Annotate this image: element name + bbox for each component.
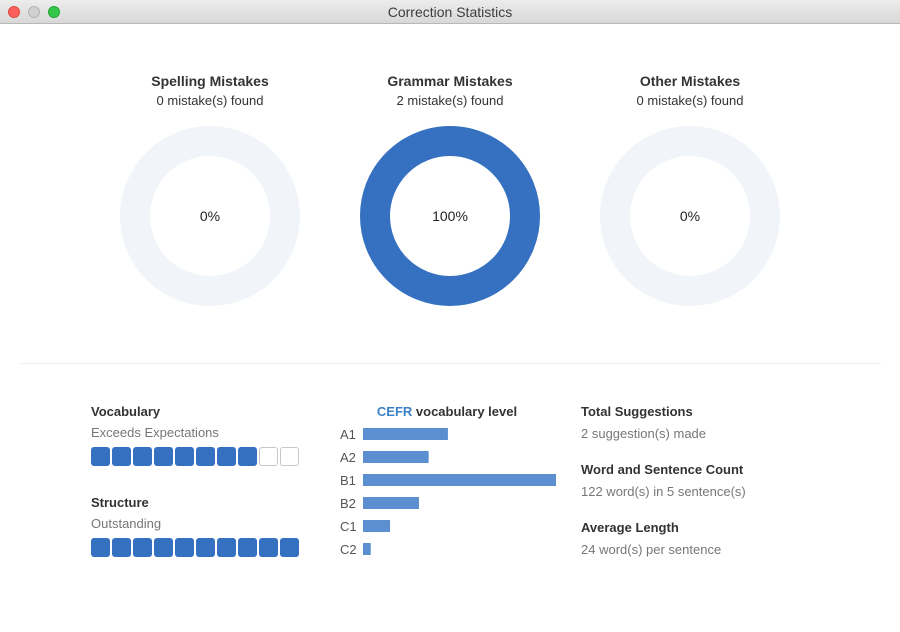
cefr-level-label: C1 bbox=[340, 519, 357, 534]
grammar-mistakes-donut: 100% bbox=[360, 126, 540, 306]
grammar-mistakes-count: 2 mistake(s) found bbox=[396, 93, 504, 108]
rating-box bbox=[217, 538, 236, 557]
cefr-chart-title: CEFR vocabulary level bbox=[335, 404, 559, 419]
rating-box bbox=[280, 538, 299, 557]
close-window-button[interactable] bbox=[8, 6, 20, 18]
other-mistakes-title: Other Mistakes bbox=[639, 73, 741, 89]
spelling-mistakes-donut: 0% bbox=[120, 126, 300, 306]
other-mistakes-count: 0 mistake(s) found bbox=[636, 93, 744, 108]
rating-box bbox=[175, 538, 194, 557]
donut-track bbox=[120, 126, 300, 306]
cefr-level-label: C2 bbox=[340, 542, 357, 557]
total-suggestions-title: Total Suggestions bbox=[581, 404, 693, 419]
rating-box bbox=[133, 538, 152, 557]
rating-box bbox=[175, 447, 194, 466]
vocabulary-value: Exceeds Expectations bbox=[91, 425, 219, 440]
spelling-mistakes-panel: Spelling Mistakes 0 mistake(s) found 0% bbox=[110, 72, 310, 306]
rating-box bbox=[196, 447, 215, 466]
average-length-stat: Average Length 24 word(s) per sentence bbox=[581, 520, 881, 558]
vocabulary-title: Vocabulary bbox=[91, 404, 161, 419]
cefr-bar bbox=[363, 451, 429, 463]
cefr-title-accent: CEFR bbox=[376, 404, 413, 419]
cefr-bar bbox=[363, 520, 391, 532]
average-length-title: Average Length bbox=[581, 520, 679, 535]
rating-box bbox=[154, 447, 173, 466]
rating-box bbox=[238, 538, 257, 557]
cefr-title-rest: vocabulary level bbox=[412, 404, 518, 419]
rating-box bbox=[259, 447, 278, 466]
cefr-bar bbox=[363, 497, 419, 509]
cefr-bar bbox=[363, 543, 371, 555]
structure-title: Structure bbox=[91, 495, 149, 510]
other-mistakes-panel: Other Mistakes 0 mistake(s) found 0% bbox=[590, 72, 790, 306]
structure-rating-boxes bbox=[91, 538, 306, 557]
cefr-bars-svg: A1 A2 B1 B2 C1 C2 bbox=[340, 427, 556, 557]
spelling-mistakes-count: 0 mistake(s) found bbox=[156, 93, 264, 108]
rating-box bbox=[196, 538, 215, 557]
cefr-level-label: B2 bbox=[340, 496, 356, 511]
cefr-chart: CEFR vocabulary level A1 A2 B1 B2 C1 C2 bbox=[335, 404, 565, 564]
cefr-bar bbox=[363, 428, 448, 440]
rating-box bbox=[259, 538, 278, 557]
grammar-mistakes-panel: Grammar Mistakes 2 mistake(s) found 100% bbox=[350, 72, 550, 306]
word-sentence-count-title: Word and Sentence Count bbox=[581, 462, 744, 477]
cefr-level-label: A2 bbox=[340, 450, 356, 465]
rating-box bbox=[280, 447, 299, 466]
rating-box bbox=[91, 538, 110, 557]
structure-value: Outstanding bbox=[91, 516, 162, 531]
spelling-mistakes-percent: 0% bbox=[199, 208, 221, 224]
cefr-level-label: A1 bbox=[340, 427, 356, 442]
rating-box bbox=[133, 447, 152, 466]
grammar-mistakes-percent: 100% bbox=[432, 208, 468, 224]
cefr-level-label: B1 bbox=[340, 473, 356, 488]
other-mistakes-donut: 0% bbox=[600, 126, 780, 306]
donut-fill bbox=[360, 126, 540, 306]
other-mistakes-percent: 0% bbox=[679, 208, 701, 224]
donut-track bbox=[600, 126, 780, 306]
word-sentence-count-stat: Word and Sentence Count 122 word(s) in 5… bbox=[581, 462, 881, 500]
maximize-window-button[interactable] bbox=[48, 6, 60, 18]
grammar-mistakes-title: Grammar Mistakes bbox=[387, 73, 513, 89]
rating-box bbox=[112, 447, 131, 466]
rating-box bbox=[91, 447, 110, 466]
minimize-window-button[interactable] bbox=[28, 6, 40, 18]
rating-box bbox=[112, 538, 131, 557]
vocabulary-rating-boxes bbox=[91, 447, 306, 466]
total-suggestions-stat: Total Suggestions 2 suggestion(s) made bbox=[581, 404, 881, 442]
rating-box bbox=[238, 447, 257, 466]
title-bar: Correction Statistics bbox=[0, 0, 900, 24]
spelling-mistakes-title: Spelling Mistakes bbox=[151, 73, 269, 89]
word-sentence-count-value: 122 word(s) in 5 sentence(s) bbox=[581, 484, 746, 499]
rating-box bbox=[154, 538, 173, 557]
rating-box bbox=[217, 447, 236, 466]
window-title: Correction Statistics bbox=[387, 4, 513, 20]
cefr-bar bbox=[363, 474, 556, 486]
section-divider bbox=[21, 363, 881, 364]
vocabulary-rating: Vocabulary Exceeds Expectations bbox=[91, 404, 306, 466]
total-suggestions-value: 2 suggestion(s) made bbox=[581, 426, 707, 441]
average-length-value: 24 word(s) per sentence bbox=[581, 542, 722, 557]
structure-rating: Structure Outstanding bbox=[91, 495, 306, 557]
